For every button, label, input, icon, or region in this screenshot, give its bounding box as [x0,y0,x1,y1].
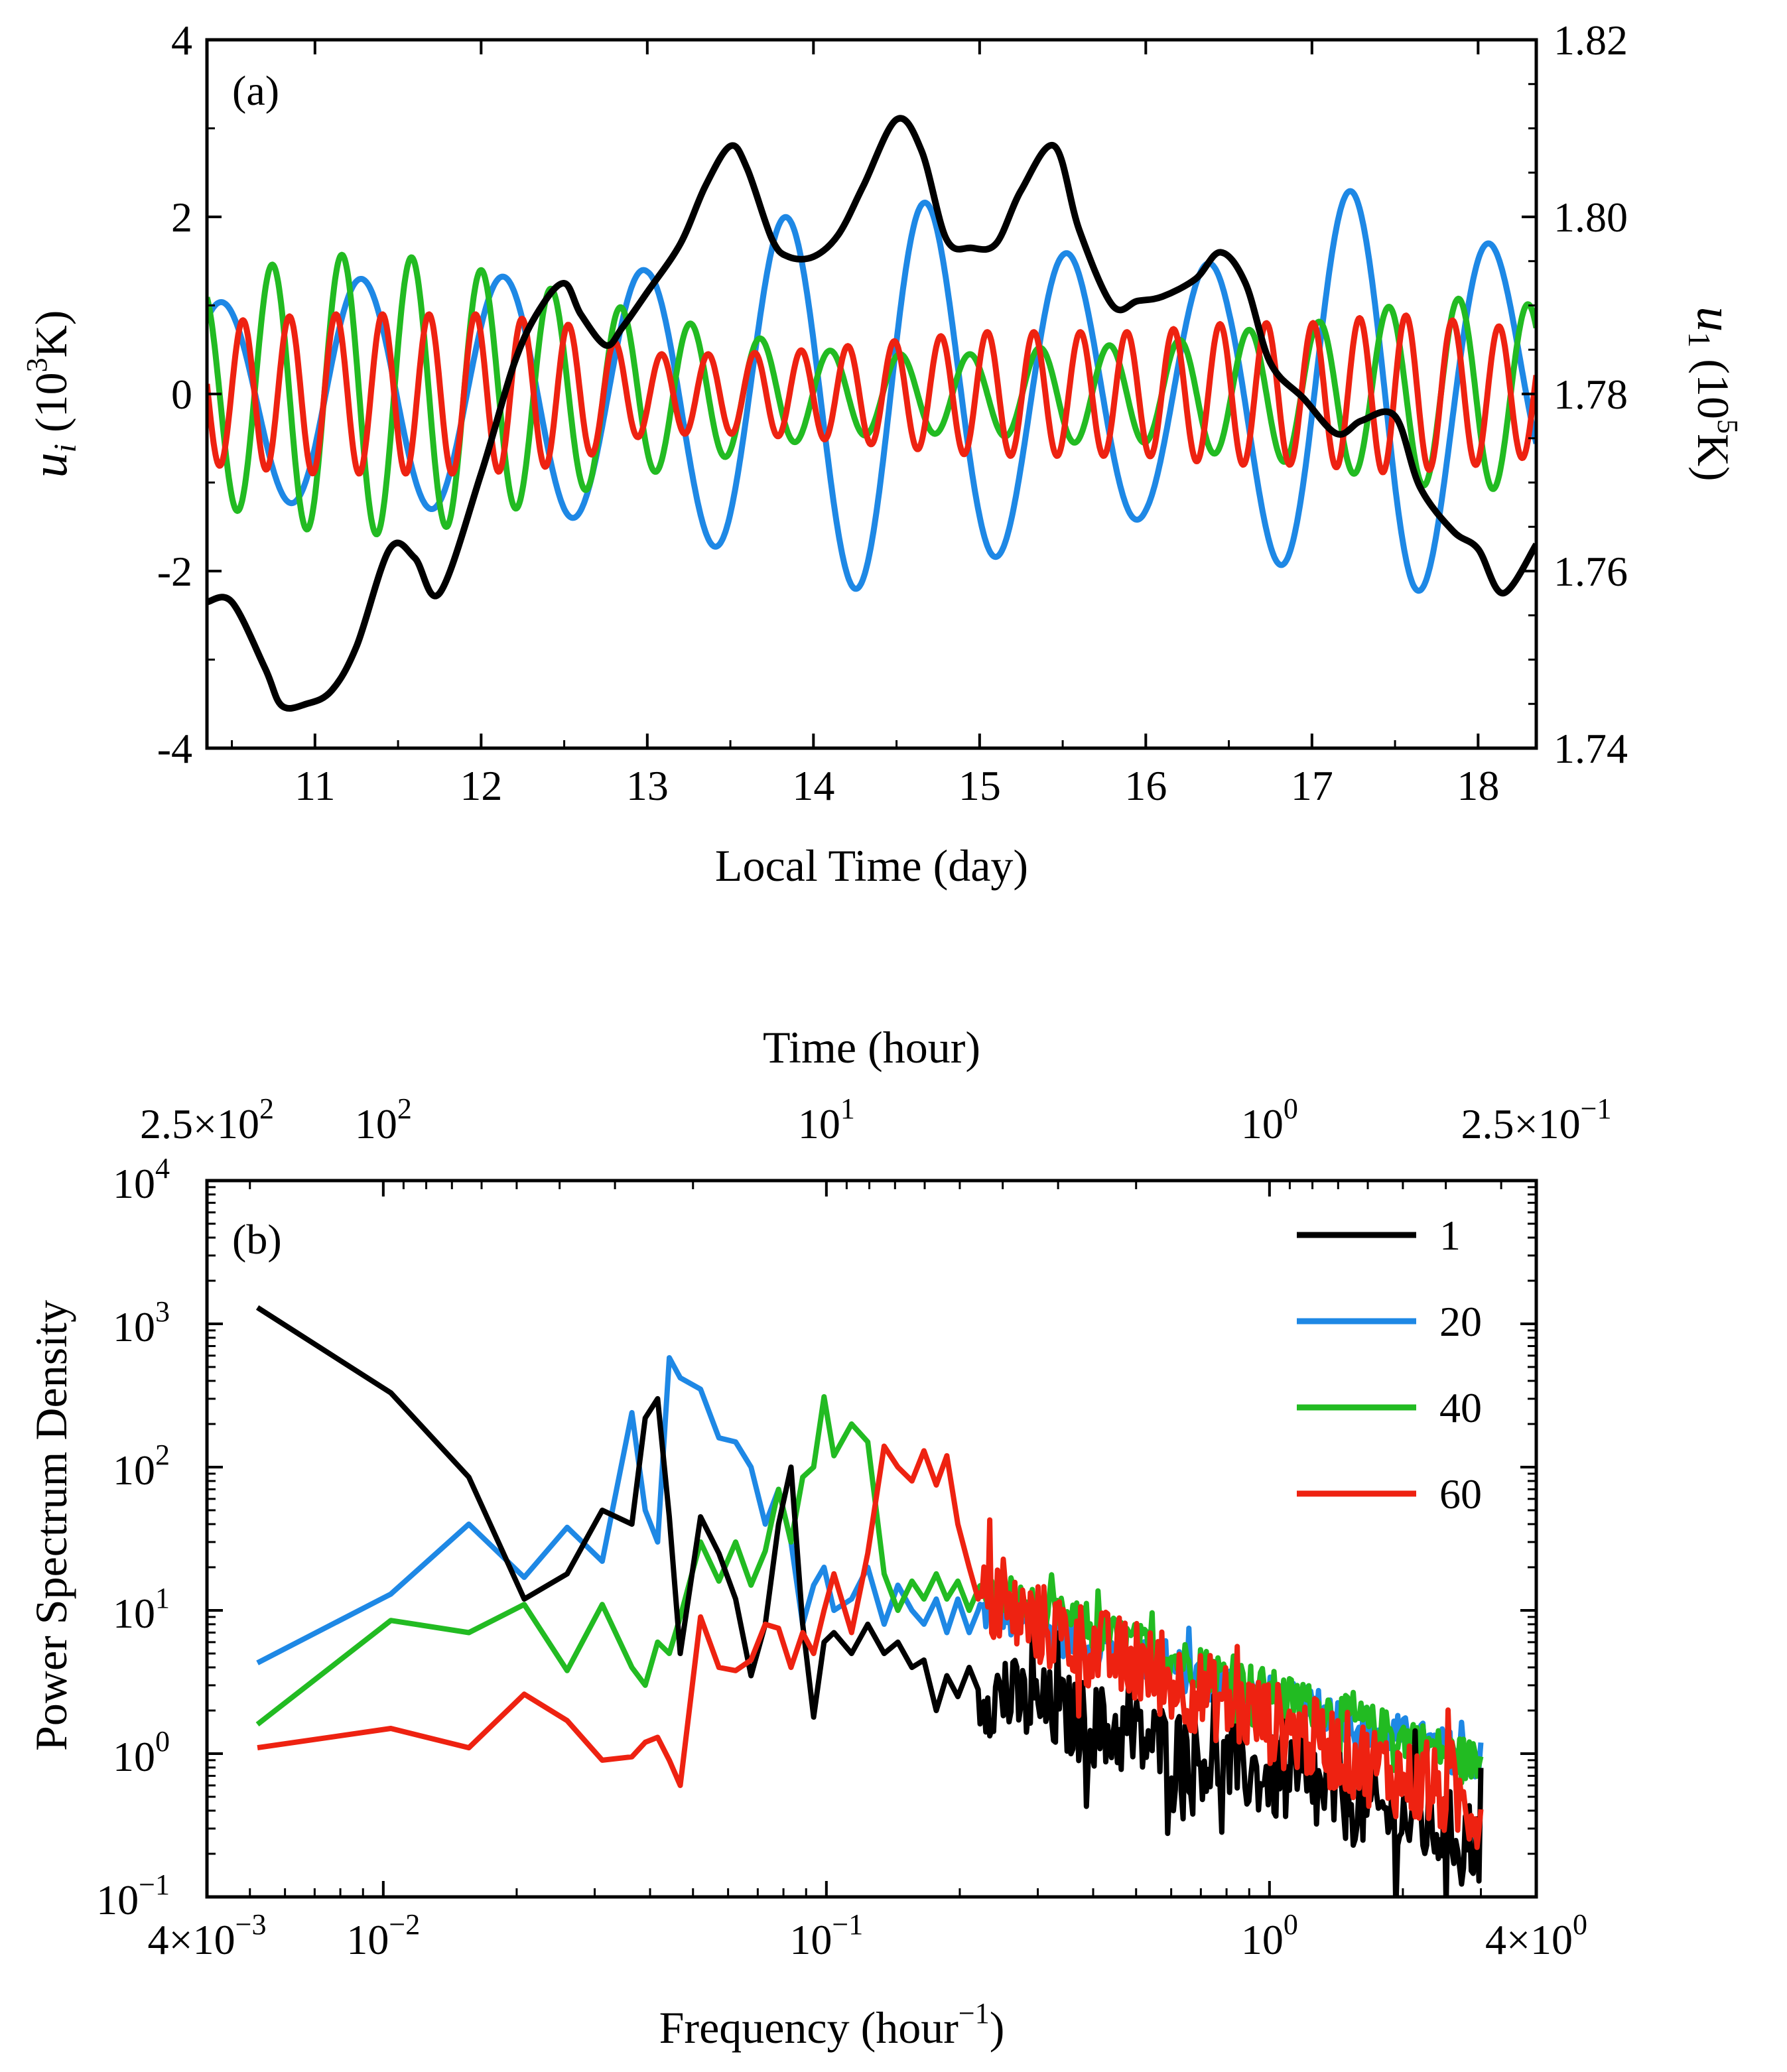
legend-label-40: 40 [1439,1384,1482,1431]
y-left-tick-label: 2 [171,194,192,241]
y-right-tick-label: 1.78 [1554,371,1628,418]
legend-label-1: 1 [1439,1212,1461,1259]
y-left-tick-label: -2 [157,548,192,595]
top-x-tick-label: 101 [798,1092,855,1147]
y-left-tick-label: -4 [157,725,192,772]
y-right-tick-label: 1.76 [1554,548,1628,595]
spectrum-line-60 [257,1443,1484,1850]
top-x-tick-label: 2.5×102 [140,1092,274,1147]
panel-b-frame [205,1179,1538,1899]
y-tick-label: 102 [113,1439,170,1494]
y-right-tick-label: 1.74 [1554,725,1628,772]
panel-a-plot-area [207,115,1536,712]
y-tick-label: 100 [113,1725,170,1780]
y-left-axis-label: ui (103K) [21,310,83,478]
x-tick-label: 15 [959,762,1001,809]
x-tick-label: 10−1 [789,1908,863,1963]
y-right-tick-label: 1.80 [1554,194,1628,241]
y-tick-label: 10−1 [96,1868,170,1923]
legend: 1 20 40 60 [1297,1212,1482,1518]
x-tick-label: 13 [626,762,669,809]
panel-label-a: (a) [232,67,279,114]
x-tick-label: 100 [1241,1908,1298,1963]
y-tick-label: 104 [113,1152,170,1207]
top-x-tick-label: 102 [355,1092,412,1147]
legend-label-60: 60 [1439,1470,1482,1518]
series-line-40 [207,251,1536,538]
panel-b-plot-area [255,1305,1484,1897]
y-left-tick-label: 4 [171,17,192,64]
top-x-tick-label: 100 [1241,1092,1298,1147]
x-tick-label: 4×10−3 [148,1908,267,1963]
x-tick-label: 11 [295,762,336,809]
x-tick-label: 16 [1124,762,1167,809]
x-axis-label: Frequency (hour−1) [659,1997,1005,2053]
x-tick-label: 17 [1291,762,1333,809]
top-x-tick-label: 2.5×10−1 [1461,1092,1612,1147]
y-axis-label: Power Spectrum Density [26,1300,76,1751]
series-line-20 [207,188,1536,594]
top-x-axis-label: Time (hour) [763,1022,980,1072]
x-tick-label: 4×100 [1485,1908,1587,1963]
series-line-60 [207,311,1536,477]
x-tick-label: 14 [792,762,834,809]
x-tick-label: 18 [1457,762,1499,809]
x-tick-label: 12 [460,762,502,809]
y-right-tick-label: 1.82 [1554,17,1628,64]
spectrum-line-1 [255,1305,1484,1897]
series-line-1 [207,115,1536,712]
x-tick-label: 10−2 [346,1908,420,1963]
panel-a: 11 12 13 14 15 16 17 18 4 2 0 -2 -4 1.82 1.80 1.78 1.76 1… [21,17,1744,891]
x-axis-label: Local Time (day) [715,840,1028,891]
y-left-tick-label: 0 [171,371,192,418]
legend-label-20: 20 [1439,1298,1482,1345]
y-tick-label: 103 [113,1295,170,1350]
y-right-axis-label: u1 (105K) [1682,306,1744,481]
y-tick-label: 101 [113,1582,170,1637]
panel-b: 4×10−3 10−2 10−1 100 4×100 2.5×102 102 101 100 2.… [26,1022,1611,2053]
panel-label-b: (b) [232,1216,282,1263]
